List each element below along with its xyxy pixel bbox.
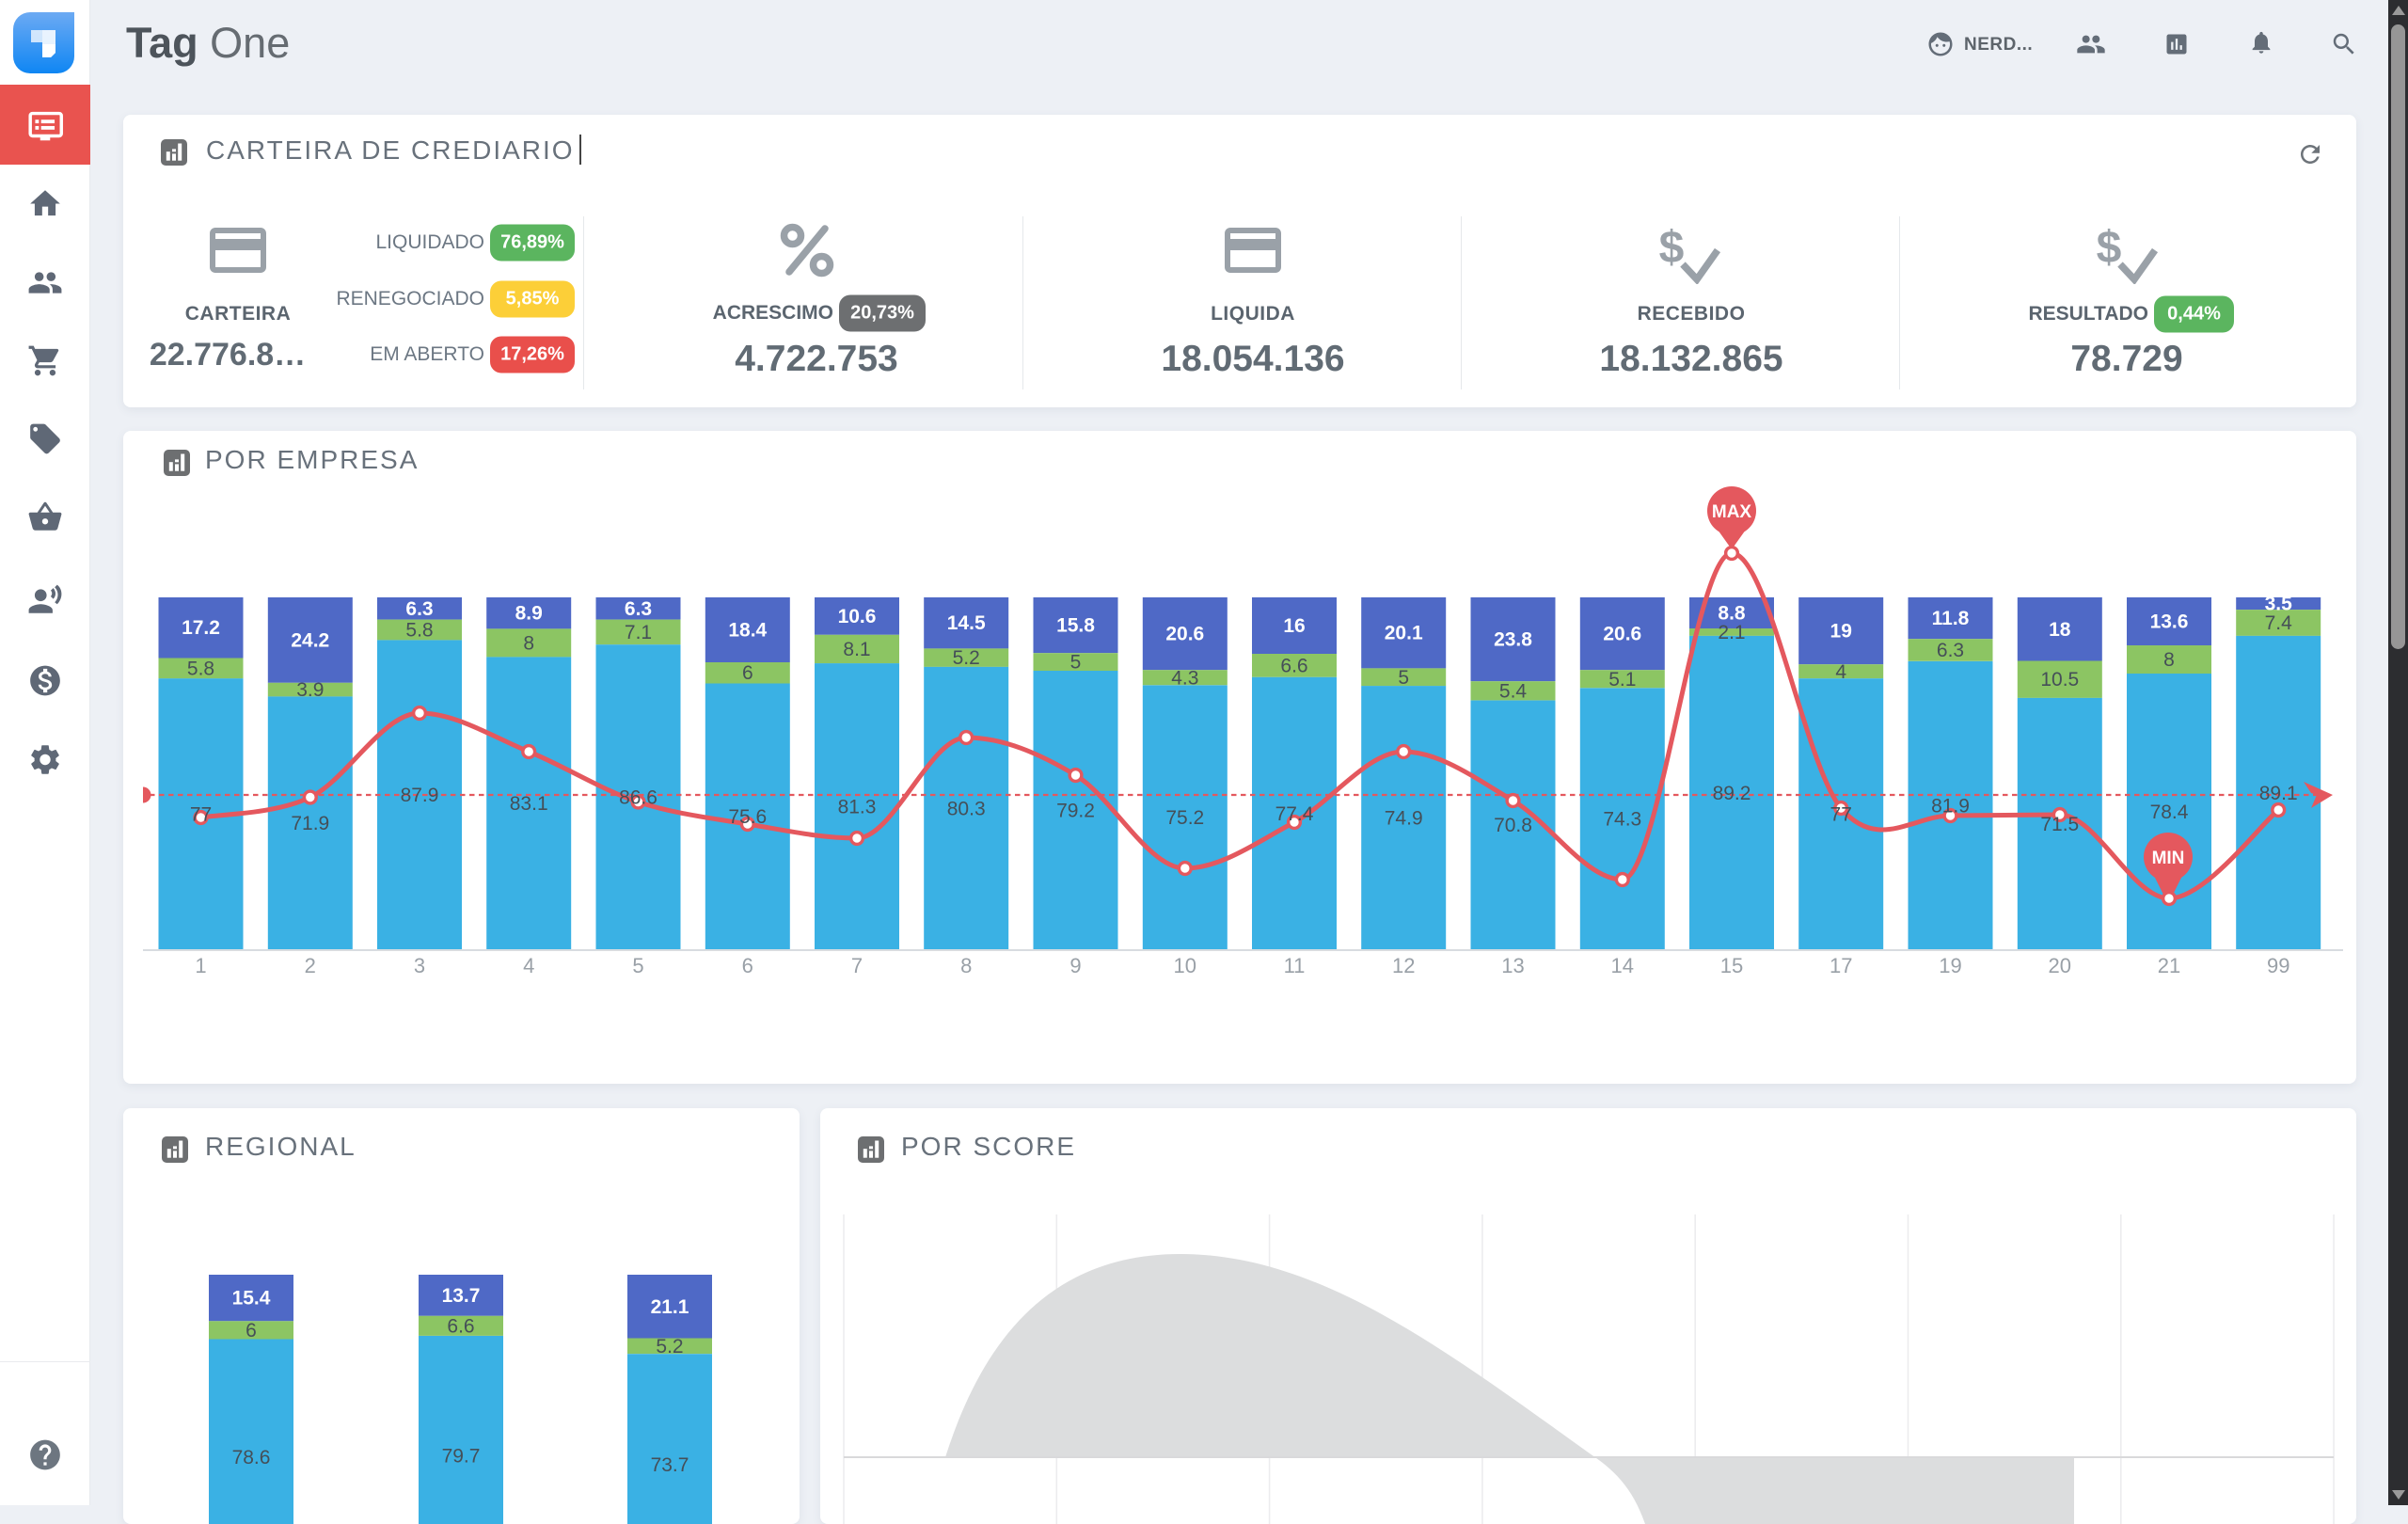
svg-text:15.8: 15.8 (1056, 615, 1095, 637)
svg-text:21: 21 (2158, 954, 2180, 977)
svg-text:5: 5 (1070, 652, 1082, 674)
svg-text:16: 16 (1283, 615, 1305, 637)
svg-text:87.9: 87.9 (401, 785, 439, 806)
svg-text:6: 6 (742, 954, 753, 977)
svg-text:73.7: 73.7 (651, 1454, 689, 1476)
svg-text:74.3: 74.3 (1603, 809, 1641, 831)
svg-text:77: 77 (1830, 804, 1852, 826)
svg-text:$: $ (2097, 223, 2122, 273)
svg-text:13.7: 13.7 (442, 1285, 481, 1307)
svg-text:20.6: 20.6 (1603, 624, 1641, 645)
svg-text:79.2: 79.2 (1056, 801, 1095, 822)
svg-text:81.3: 81.3 (838, 797, 877, 818)
svg-text:2.1: 2.1 (1718, 622, 1745, 643)
svg-text:20.6: 20.6 (1165, 624, 1204, 645)
svg-text:7.4: 7.4 (2265, 612, 2293, 634)
svg-text:6.3: 6.3 (625, 598, 652, 620)
svg-text:5.4: 5.4 (1499, 680, 1528, 702)
svg-text:4: 4 (523, 954, 534, 977)
svg-text:7: 7 (851, 954, 863, 977)
svg-text:3: 3 (414, 954, 425, 977)
svg-text:83.1: 83.1 (510, 793, 548, 815)
svg-text:81.9: 81.9 (1931, 795, 1970, 817)
svg-text:MAX: MAX (1712, 502, 1752, 522)
svg-text:99: 99 (2267, 954, 2289, 977)
svg-text:12: 12 (1392, 954, 1415, 977)
svg-text:14: 14 (1611, 954, 1634, 977)
svg-text:5: 5 (632, 954, 643, 977)
svg-text:86.6: 86.6 (619, 787, 657, 809)
svg-text:89.2: 89.2 (1713, 783, 1751, 804)
svg-text:9: 9 (1069, 954, 1081, 977)
svg-text:8.9: 8.9 (515, 603, 543, 625)
svg-text:70.8: 70.8 (1494, 815, 1532, 836)
svg-text:5.2: 5.2 (656, 1336, 683, 1357)
svg-text:17: 17 (1830, 954, 1852, 977)
svg-text:14.5: 14.5 (947, 612, 986, 634)
svg-text:6: 6 (246, 1320, 257, 1341)
svg-text:5.8: 5.8 (187, 658, 214, 679)
svg-text:75.6: 75.6 (728, 806, 767, 828)
svg-text:6.3: 6.3 (1937, 640, 1964, 661)
svg-text:71.5: 71.5 (2040, 814, 2079, 835)
svg-text:13.6: 13.6 (2150, 611, 2189, 633)
svg-text:7.1: 7.1 (625, 622, 652, 643)
svg-text:2: 2 (305, 954, 316, 977)
svg-text:5: 5 (1398, 667, 1409, 689)
svg-text:79.7: 79.7 (442, 1446, 481, 1468)
svg-text:18.4: 18.4 (728, 620, 767, 642)
svg-text:8: 8 (960, 954, 972, 977)
svg-text:13: 13 (1501, 954, 1524, 977)
svg-text:8: 8 (2163, 649, 2175, 671)
svg-text:18: 18 (2049, 619, 2071, 641)
svg-text:6: 6 (742, 662, 753, 684)
svg-text:23.8: 23.8 (1494, 629, 1532, 651)
svg-text:6.6: 6.6 (1280, 655, 1307, 676)
svg-text:78.6: 78.6 (232, 1447, 271, 1468)
svg-text:3.9: 3.9 (296, 679, 324, 701)
svg-text:$: $ (1659, 223, 1685, 273)
svg-text:5.8: 5.8 (405, 620, 433, 642)
svg-text:77.4: 77.4 (1275, 803, 1314, 825)
svg-text:5.1: 5.1 (1608, 669, 1636, 691)
svg-text:10: 10 (1174, 954, 1196, 977)
svg-text:5.2: 5.2 (953, 647, 980, 669)
svg-text:20.1: 20.1 (1385, 623, 1423, 644)
svg-text:71.9: 71.9 (291, 813, 329, 834)
svg-text:74.9: 74.9 (1385, 808, 1423, 830)
svg-text:77: 77 (190, 804, 212, 826)
svg-text:78.4: 78.4 (2150, 802, 2189, 823)
svg-text:15.4: 15.4 (232, 1288, 271, 1310)
svg-text:75.2: 75.2 (1165, 807, 1204, 829)
svg-text:6.3: 6.3 (405, 598, 433, 620)
svg-text:8.1: 8.1 (843, 639, 870, 660)
svg-text:89.1: 89.1 (2259, 783, 2298, 804)
svg-text:15: 15 (1720, 954, 1743, 977)
svg-text:8: 8 (523, 632, 534, 654)
svg-text:19: 19 (1830, 621, 1852, 643)
svg-text:4: 4 (1835, 661, 1846, 683)
svg-text:11.8: 11.8 (1932, 608, 1970, 629)
svg-text:80.3: 80.3 (947, 798, 986, 819)
svg-text:10.5: 10.5 (2040, 669, 2079, 691)
svg-text:10.6: 10.6 (838, 606, 877, 627)
svg-text:20: 20 (2049, 954, 2071, 977)
svg-text:MIN: MIN (2152, 849, 2185, 868)
svg-text:21.1: 21.1 (651, 1296, 689, 1318)
svg-text:1: 1 (195, 954, 206, 977)
svg-text:24.2: 24.2 (291, 629, 329, 651)
svg-text:6.6: 6.6 (447, 1315, 474, 1337)
svg-text:11: 11 (1284, 954, 1306, 977)
svg-text:19: 19 (1939, 954, 1961, 977)
svg-text:4.3: 4.3 (1171, 667, 1198, 689)
svg-text:17.2: 17.2 (182, 617, 220, 639)
